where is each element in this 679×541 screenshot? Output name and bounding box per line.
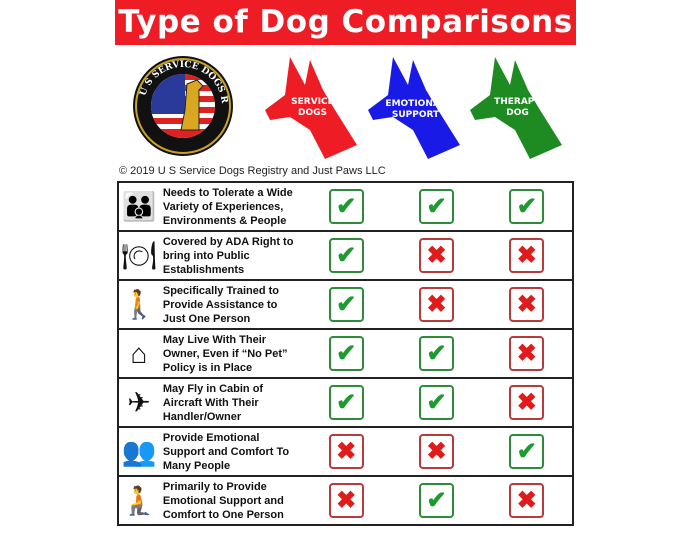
therapy-dog-header: THERAPY DOG	[470, 55, 565, 160]
emotional-support-header: EMOTIONAL SUPPORT	[368, 55, 463, 160]
cross-icon: ✖	[509, 238, 545, 273]
comparison-table: 👪 Needs to Tolerate a Wide Variety of Exp…	[117, 181, 575, 526]
cross-icon: ✖	[419, 434, 455, 469]
check-icon: ✔	[419, 336, 455, 371]
table-row: ⌂ May Live With Their Owner, Even if “No …	[117, 328, 575, 379]
person-walking-dog-icon: 🚶	[117, 279, 159, 330]
check-icon: ✔	[419, 483, 455, 518]
cross-icon: ✖	[419, 287, 455, 322]
plate-cutlery-icon: 🍽	[117, 230, 159, 281]
check-icon: ✔	[509, 434, 545, 469]
row-label: Primarily to Provide Emotional Support a…	[158, 475, 302, 526]
service-dogs-header: SERVICE DOGS	[265, 55, 360, 160]
cross-icon: ✖	[509, 287, 545, 322]
copyright: © 2019 U S Service Dogs Registry and Jus…	[119, 165, 386, 177]
check-icon: ✔	[419, 189, 455, 224]
row-label: Covered by ADA Right to bring into Publi…	[158, 230, 302, 281]
cross-icon: ✖	[509, 385, 545, 420]
airplane-icon: ✈	[117, 377, 159, 428]
cross-icon: ✖	[509, 483, 545, 518]
cross-icon: ✖	[419, 238, 455, 273]
table-row: ✈ May Fly in Cabin of Aircraft With Their…	[117, 377, 575, 428]
check-icon: ✔	[328, 336, 364, 371]
table-row: 🚶 Specifically Trained to Provide Assista…	[117, 279, 575, 330]
cross-icon: ✖	[328, 434, 364, 469]
row-label: Needs to Tolerate a Wide Variety of Expe…	[158, 181, 302, 232]
row-label: Specifically Trained to Provide Assistan…	[158, 279, 302, 330]
table-row: 👪 Needs to Tolerate a Wide Variety of Exp…	[117, 181, 575, 232]
row-label: Provide Emotional Support and Comfort To…	[158, 426, 302, 477]
two-people-icon: 👥	[117, 426, 159, 477]
check-icon: ✔	[328, 287, 364, 322]
table-row: 👥 Provide Emotional Support and Comfort T…	[117, 426, 575, 477]
check-icon: ✔	[509, 189, 545, 224]
person-hugging-dog-icon: 🧎	[117, 475, 159, 526]
check-icon: ✔	[328, 385, 364, 420]
house-icon: ⌂	[117, 328, 159, 379]
check-icon: ✔	[328, 189, 364, 224]
registry-seal-logo: U S SERVICE DOGS REGISTRY	[128, 47, 234, 158]
row-label: May Live With Their Owner, Even if “No P…	[158, 328, 302, 379]
cross-icon: ✖	[328, 483, 364, 518]
check-icon: ✔	[328, 238, 364, 273]
family-with-dog-icon: 👪	[117, 181, 159, 232]
table-row: 🍽 Covered by ADA Right to bring into Publ…	[117, 230, 575, 281]
row-label: May Fly in Cabin of Aircraft With Their …	[158, 377, 302, 428]
table-row: 🧎 Primarily to Provide Emotional Support …	[117, 475, 575, 526]
check-icon: ✔	[419, 385, 455, 420]
cross-icon: ✖	[509, 336, 545, 371]
page-title: Type of Dog Comparisons	[115, 0, 576, 45]
